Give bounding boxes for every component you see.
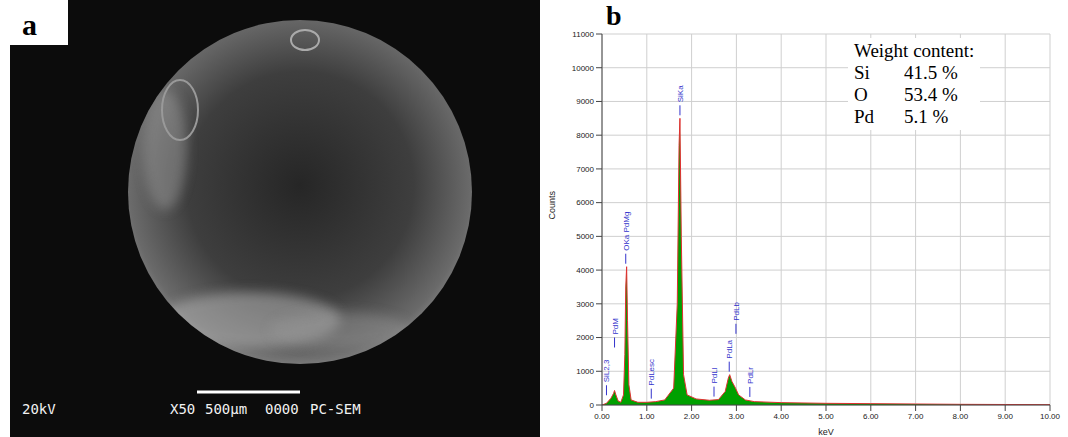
svg-text:0000: 0000	[265, 401, 299, 417]
svg-text:SiL2,3: SiL2,3	[602, 359, 611, 382]
svg-text:5000: 5000	[576, 232, 594, 241]
svg-text:0.00: 0.00	[594, 412, 610, 421]
svg-text:8000: 8000	[576, 131, 594, 140]
html-text:5.1 %: 5.1 %	[904, 106, 949, 127]
svg-text:2000: 2000	[576, 333, 594, 342]
svg-text:SiKa: SiKa	[676, 85, 685, 102]
svg-text:PC-SEM: PC-SEM	[310, 401, 361, 417]
svg-text:6000: 6000	[576, 198, 594, 207]
svg-text:4.00: 4.00	[773, 412, 789, 421]
html-text:53.4 %: 53.4 %	[904, 84, 958, 105]
svg-text:keV: keV	[818, 427, 834, 437]
svg-text:9000: 9000	[576, 97, 594, 106]
svg-text:7000: 7000	[576, 165, 594, 174]
svg-text:PdLr: PdLr	[746, 367, 755, 384]
html-text:Pd: Pd	[854, 106, 875, 127]
svg-text:10.00: 10.00	[1040, 412, 1061, 421]
svg-text:2.00: 2.00	[684, 412, 700, 421]
html-text:b: b	[606, 0, 622, 31]
svg-text:0: 0	[590, 401, 595, 410]
svg-text:3.00: 3.00	[729, 412, 745, 421]
svg-text:10000: 10000	[572, 64, 595, 73]
svg-text:8.00: 8.00	[953, 412, 969, 421]
html-text:Si: Si	[854, 62, 870, 83]
svg-text:PdLb: PdLb	[732, 302, 741, 321]
svg-text:9.00: 9.00	[997, 412, 1013, 421]
svg-text:3000: 3000	[576, 300, 594, 309]
svg-text:PdM: PdM	[611, 318, 620, 335]
svg-text:Counts: Counts	[548, 190, 557, 219]
svg-text:PdLa: PdLa	[725, 339, 734, 358]
html-text:41.5 %: 41.5 %	[904, 62, 958, 83]
svg-text:7.00: 7.00	[908, 412, 924, 421]
svg-text:5.00: 5.00	[818, 412, 834, 421]
svg-text:a: a	[22, 8, 37, 41]
svg-text:11000: 11000	[572, 30, 594, 39]
svg-text:20kV: 20kV	[22, 401, 56, 417]
svg-text:PdLl: PdLl	[710, 367, 719, 383]
svg-text:1.00: 1.00	[639, 412, 655, 421]
svg-text:PdLesc: PdLesc	[647, 359, 656, 386]
svg-text:1000: 1000	[576, 367, 594, 376]
svg-text:X50: X50	[170, 401, 195, 417]
svg-text:500µm: 500µm	[205, 401, 247, 417]
svg-text:6.00: 6.00	[863, 412, 879, 421]
svg-text:OKa PdMg: OKa PdMg	[622, 212, 631, 251]
svg-text:4000: 4000	[576, 266, 594, 275]
html-text:Weight content:: Weight content:	[854, 40, 975, 61]
html-text:O: O	[854, 84, 868, 105]
